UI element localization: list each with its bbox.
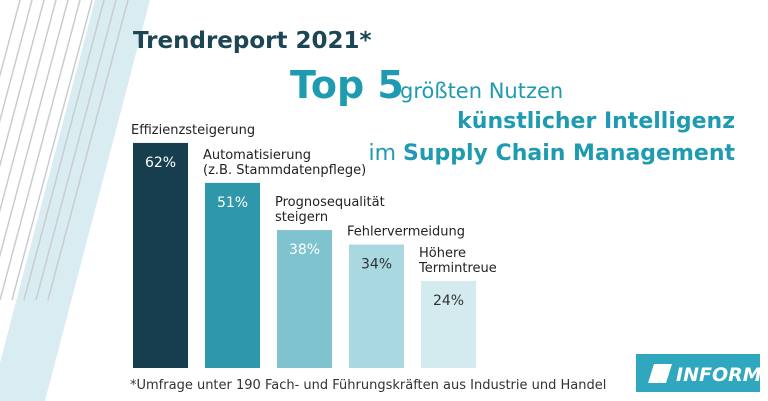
headline: Top 5 [290, 63, 404, 107]
value-label: 34% [361, 257, 392, 273]
footnote: *Umfrage unter 190 Fach- und Führungskrä… [130, 378, 606, 393]
value-label: 62% [145, 155, 176, 171]
category-label: Höhere [419, 246, 466, 261]
value-label: 51% [217, 195, 248, 211]
subtitle: Supply Chain Management [403, 141, 735, 166]
logo-text: INFORM [676, 364, 762, 386]
subtitle: größten Nutzen [400, 79, 563, 103]
background-decoration [0, 0, 150, 401]
category-label: Prognosequalität [275, 195, 385, 210]
chart-title: Trendreport 2021* [133, 28, 372, 54]
category-label: (z.B. Stammdatenpflege) [203, 163, 366, 178]
bar [205, 182, 260, 368]
subtitle: künstlicher Intelligenz [457, 109, 735, 134]
category-label: Effizienzsteigerung [131, 123, 255, 138]
category-label: steigern [275, 210, 328, 225]
category-label: Termintreue [418, 261, 497, 276]
value-label: 38% [289, 242, 320, 258]
logo: INFORM [636, 354, 762, 392]
bar [133, 142, 188, 368]
bar [277, 230, 332, 368]
bar [349, 244, 404, 368]
subtitle: im Supply Chain Management [368, 141, 735, 166]
category-label: Fehlervermeidung [347, 225, 465, 240]
value-label: 24% [433, 293, 464, 309]
bar [421, 280, 476, 368]
category-label: Automatisierung [203, 148, 311, 163]
subtitle: im [368, 141, 396, 166]
